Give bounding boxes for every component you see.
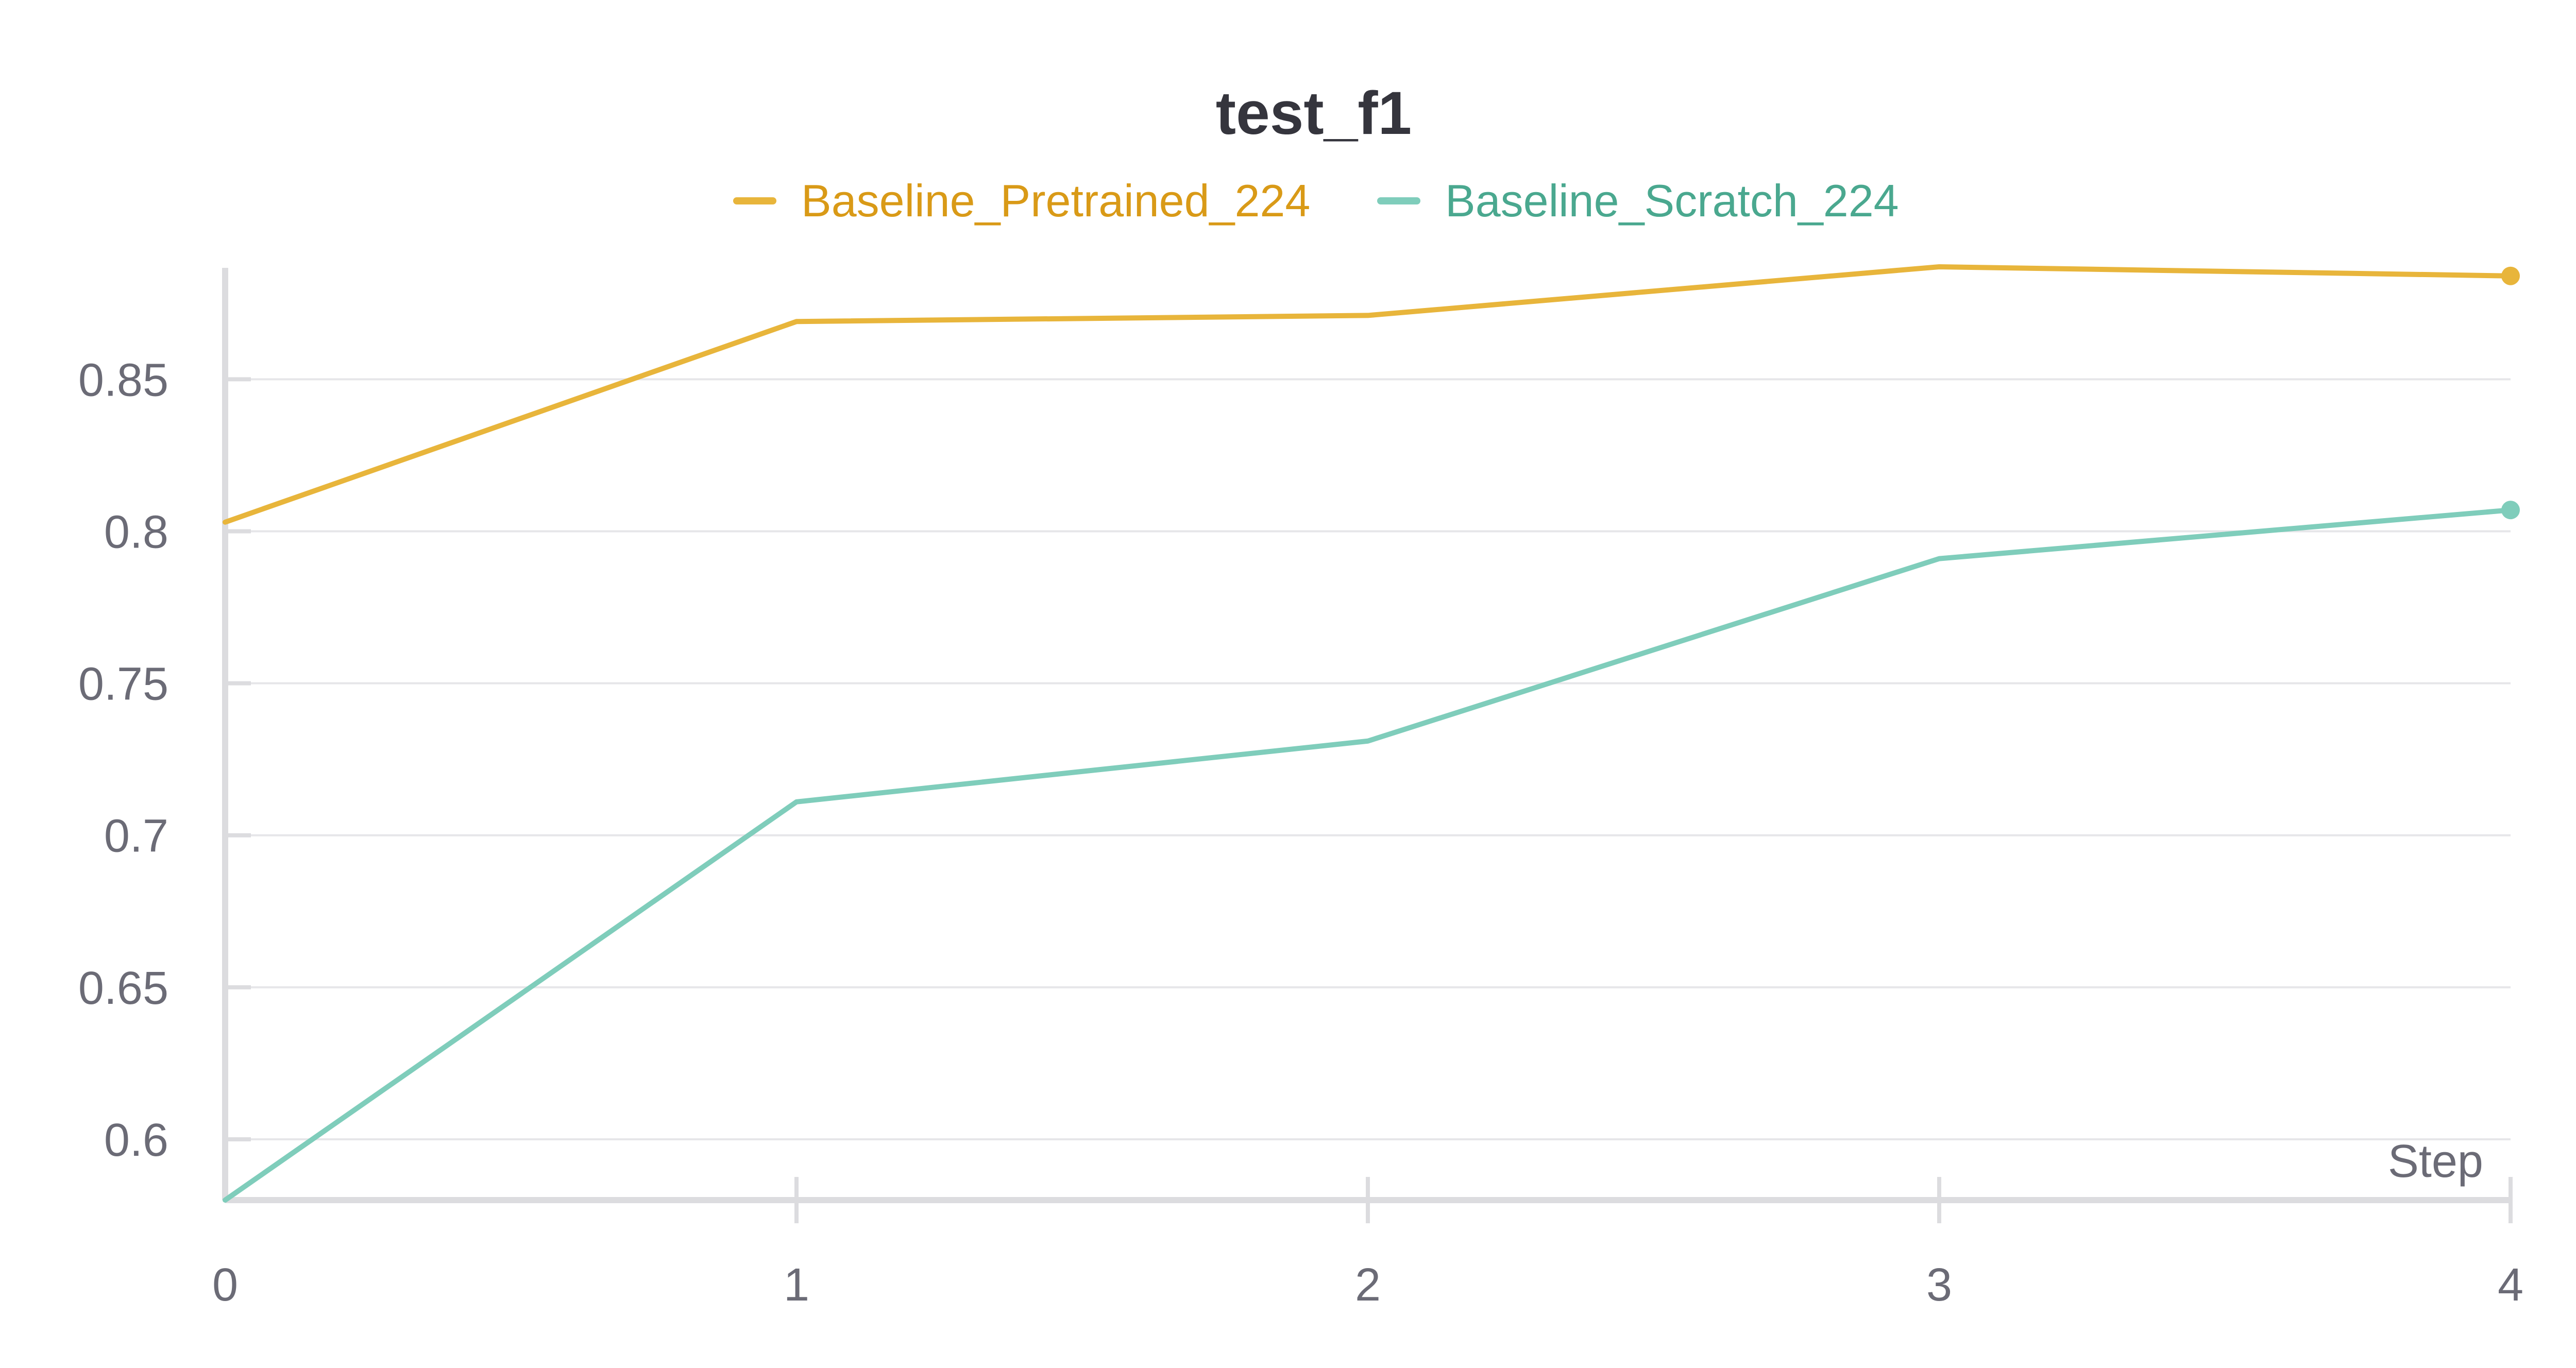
legend[interactable]: Baseline_Pretrained_224 Baseline_Scratch…	[733, 175, 1899, 226]
legend-item-scratch[interactable]: Baseline_Scratch_224	[1377, 175, 1899, 226]
y-tick-label: 0.85	[78, 354, 168, 406]
y-tick-label: 0.8	[104, 506, 168, 558]
x-tick-label: 1	[784, 1259, 809, 1311]
x-axis-title: Step	[2388, 1136, 2483, 1187]
grid-lines	[225, 378, 2511, 1140]
x-axis-ticks: 0 1 2 3 4	[212, 1177, 2523, 1311]
x-tick-label: 2	[1355, 1259, 1381, 1311]
legend-item-pretrained[interactable]: Baseline_Pretrained_224	[733, 175, 1310, 226]
chart-title: test_f1	[1216, 79, 1412, 147]
x-tick-label: 4	[2498, 1259, 2523, 1311]
series-end-point-1[interactable]	[2501, 501, 2520, 520]
y-tick-label: 0.65	[78, 963, 168, 1014]
x-tick-label: 3	[1926, 1259, 1952, 1311]
series-group	[223, 264, 2520, 1203]
y-tick-label: 0.6	[104, 1115, 168, 1166]
x-tick-label: 0	[212, 1259, 238, 1311]
y-axis-ticks: 0.6 0.65 0.7 0.75 0.8 0.85	[78, 354, 251, 1166]
series-end-point-0[interactable]	[2501, 266, 2520, 285]
y-tick-label: 0.7	[104, 811, 168, 862]
legend-label-pretrained: Baseline_Pretrained_224	[801, 175, 1310, 226]
legend-label-scratch: Baseline_Scratch_224	[1445, 175, 1899, 226]
series-line-1[interactable]	[223, 507, 2513, 1203]
y-tick-label: 0.75	[78, 659, 168, 710]
series-line-0[interactable]	[223, 264, 2513, 525]
